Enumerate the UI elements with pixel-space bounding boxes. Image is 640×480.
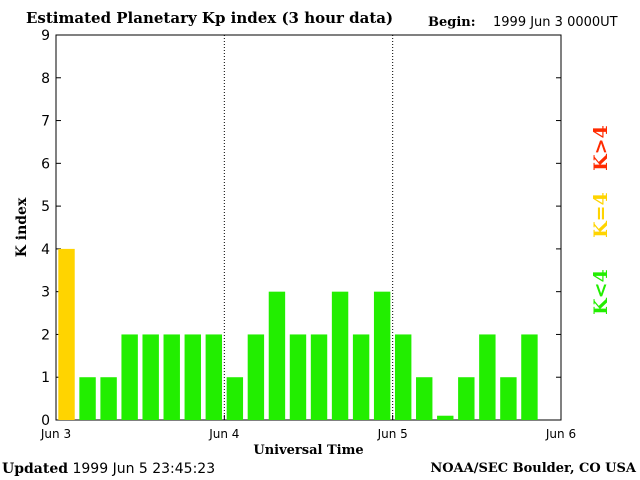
plot-frame — [55, 34, 562, 421]
y-tick-label: 8 — [41, 71, 50, 87]
legend-item: K=4 — [589, 192, 612, 238]
kp-bar — [310, 334, 328, 420]
updated-label: Updated — [2, 461, 69, 477]
legend-item: K>4 — [589, 125, 612, 171]
kp-bar — [121, 334, 138, 420]
kp-bar — [289, 334, 307, 420]
x-tick-label: Jun 3 — [40, 427, 71, 441]
updated-timestamp: Updated 1999 Jun 5 23:45:23 — [2, 461, 215, 477]
y-tick-label: 9 — [41, 28, 50, 44]
y-tick-label: 2 — [41, 327, 50, 343]
y-tick-label: 3 — [41, 285, 50, 301]
kp-bar — [437, 415, 454, 420]
y-tick-label: 0 — [41, 413, 50, 429]
kp-bar — [58, 248, 75, 420]
kp-bar — [479, 334, 496, 420]
begin-label: Begin: — [428, 15, 476, 30]
kp-bar — [163, 334, 180, 420]
kp-bar — [100, 377, 117, 420]
kp-bar — [500, 377, 517, 420]
kp-bar — [142, 334, 159, 420]
y-tick-label: 7 — [41, 114, 50, 130]
x-axis-label: Universal Time — [253, 443, 363, 458]
kp-bar — [184, 334, 201, 420]
kp-bar — [352, 334, 370, 420]
credit: NOAA/SEC Boulder, CO USA — [430, 461, 636, 476]
kp-bar — [416, 377, 433, 420]
kp-bar — [521, 334, 538, 420]
y-tick-label: 4 — [41, 242, 50, 258]
kp-bar — [205, 334, 223, 420]
y-tick-label: 6 — [41, 156, 50, 172]
y-tick-label: 1 — [41, 370, 50, 386]
kp-bar — [394, 334, 412, 420]
kp-bar — [226, 377, 244, 420]
x-tick-label: Jun 5 — [377, 427, 408, 441]
chart-title: Estimated Planetary Kp index (3 hour dat… — [26, 9, 394, 27]
kp-bar — [331, 291, 349, 420]
kp-bar — [247, 334, 265, 420]
legend-item: K<4 — [589, 269, 612, 315]
y-tick-label: 5 — [41, 199, 50, 215]
kp-bar — [373, 291, 391, 420]
kp-bar — [268, 291, 286, 420]
x-tick-label: Jun 6 — [545, 427, 576, 441]
kp-bar — [79, 377, 96, 420]
kp-bar — [458, 377, 475, 420]
updated-value: 1999 Jun 5 23:45:23 — [72, 461, 216, 477]
begin-value: 1999 Jun 3 0000UT — [493, 15, 618, 30]
x-tick-label: Jun 4 — [208, 427, 239, 441]
y-axis-label: K index — [14, 197, 30, 257]
